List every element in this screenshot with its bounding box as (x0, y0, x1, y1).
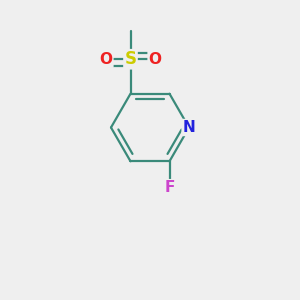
Text: O: O (99, 52, 112, 67)
Text: N: N (183, 120, 195, 135)
Text: F: F (164, 180, 175, 195)
Text: S: S (124, 50, 136, 68)
Text: O: O (148, 52, 162, 67)
